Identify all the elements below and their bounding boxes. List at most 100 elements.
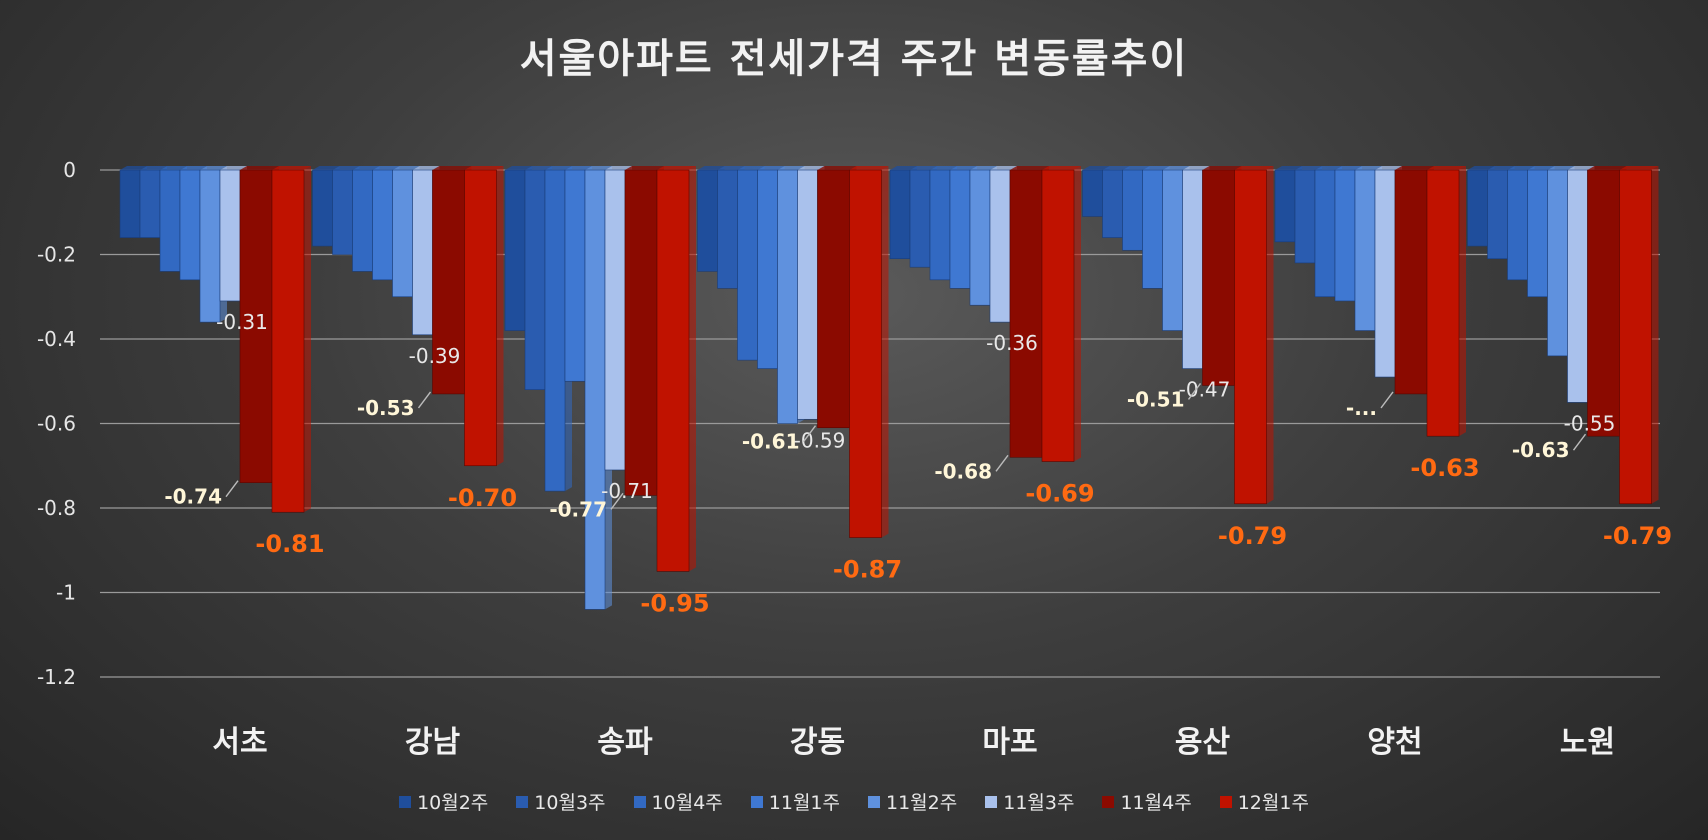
bar-top xyxy=(200,166,227,170)
label-leader xyxy=(1380,391,1394,409)
bar xyxy=(949,169,971,289)
bar xyxy=(332,169,353,255)
legend-swatch xyxy=(750,795,763,808)
bar xyxy=(624,169,658,496)
bar-side xyxy=(1651,166,1659,504)
bar xyxy=(1274,169,1296,243)
bar-top xyxy=(312,166,340,170)
bar xyxy=(1467,169,1488,247)
bar xyxy=(717,169,738,289)
x-tick-label: 노원 xyxy=(1560,725,1615,760)
bar-top xyxy=(1527,166,1555,170)
bar-top xyxy=(605,166,632,170)
legend-swatch xyxy=(399,795,412,808)
data-label: -0.79 xyxy=(1218,522,1287,550)
legend-swatch xyxy=(1102,795,1115,808)
label-leader xyxy=(802,425,817,443)
bar xyxy=(1041,169,1075,462)
bar-top xyxy=(717,166,745,170)
bar-top xyxy=(505,166,532,170)
bar-side xyxy=(1266,166,1274,504)
bar xyxy=(697,169,718,272)
bar xyxy=(219,169,241,302)
bar xyxy=(584,169,606,610)
bar-top xyxy=(1567,166,1595,170)
bar xyxy=(1487,169,1508,260)
data-label: -0.36 xyxy=(986,331,1038,355)
data-label: -0.74 xyxy=(164,485,222,509)
bar-top xyxy=(1162,166,1190,170)
y-tick-label: 0 xyxy=(63,158,76,182)
y-tick-label: -0.8 xyxy=(37,496,76,520)
bar-top xyxy=(1295,166,1322,170)
bar xyxy=(1142,169,1163,289)
bar-top xyxy=(737,166,765,170)
bar-top xyxy=(412,166,440,170)
bar xyxy=(1122,169,1143,251)
x-tick-label: 강남 xyxy=(405,725,461,760)
bar-top xyxy=(625,166,664,170)
data-label: -0.63 xyxy=(1512,438,1570,462)
bar xyxy=(199,169,221,323)
bar xyxy=(1567,169,1588,403)
chart-title: 서울아파트 전세가격 주간 변동률추이 xyxy=(519,36,1189,82)
bar-top xyxy=(1375,166,1402,170)
bar-top xyxy=(1102,166,1130,170)
label-leader xyxy=(1187,383,1202,400)
y-tick-label: -0.2 xyxy=(37,243,76,267)
data-label: -0.39 xyxy=(409,344,461,368)
bar-top xyxy=(392,166,420,170)
bar-top xyxy=(1547,166,1575,170)
bar-top xyxy=(1010,166,1049,170)
bar-top xyxy=(849,166,889,170)
bar-top xyxy=(352,166,380,170)
bar xyxy=(777,169,798,424)
bar-top xyxy=(890,166,917,170)
data-label: -0.87 xyxy=(833,556,902,584)
bar xyxy=(656,169,690,572)
data-label: -0.77 xyxy=(549,497,607,521)
label-leader xyxy=(995,454,1009,472)
bar xyxy=(817,169,850,429)
bar xyxy=(1547,169,1568,357)
legend-label: 11월3주 xyxy=(1003,792,1075,814)
legend-label: 10월3주 xyxy=(534,792,606,814)
data-label: -0.61 xyxy=(742,430,800,454)
legend-item: 10월4주 xyxy=(633,788,723,815)
bar xyxy=(372,169,393,281)
bar-top xyxy=(1234,166,1274,170)
bar xyxy=(271,169,305,513)
legend-swatch xyxy=(633,795,646,808)
data-label: -0.47 xyxy=(1179,378,1231,402)
bar xyxy=(432,169,465,395)
legend: 10월2주 10월3주 10월4주 11월1주 11월2주 11월3주 11월4주 12월1주 xyxy=(0,788,1708,815)
bar xyxy=(604,169,626,471)
data-label: -0.68 xyxy=(934,459,992,483)
bar-top xyxy=(777,166,805,170)
data-label: -0.31 xyxy=(216,310,268,334)
data-label: -0.51 xyxy=(1127,387,1185,411)
bar xyxy=(312,169,333,247)
bar xyxy=(392,169,413,298)
bar-top xyxy=(1587,166,1627,170)
bar xyxy=(1182,169,1203,369)
bar xyxy=(1202,169,1235,386)
bar-top xyxy=(757,166,785,170)
bar-top xyxy=(950,166,977,170)
legend-item: 11월4주 xyxy=(1102,788,1192,815)
bar-top xyxy=(120,166,147,170)
bar xyxy=(139,169,161,238)
legend-label: 10월2주 xyxy=(417,792,489,814)
bar-top xyxy=(697,166,725,170)
bar xyxy=(889,169,911,260)
legend-item: 11월2주 xyxy=(868,788,957,815)
bar xyxy=(1619,169,1652,505)
bar xyxy=(1507,169,1528,281)
bar-top xyxy=(970,166,997,170)
bar xyxy=(352,169,373,272)
legend-label: 11월1주 xyxy=(768,792,840,814)
bar-top xyxy=(372,166,400,170)
bar-top xyxy=(1142,166,1170,170)
bar-top xyxy=(1335,166,1362,170)
